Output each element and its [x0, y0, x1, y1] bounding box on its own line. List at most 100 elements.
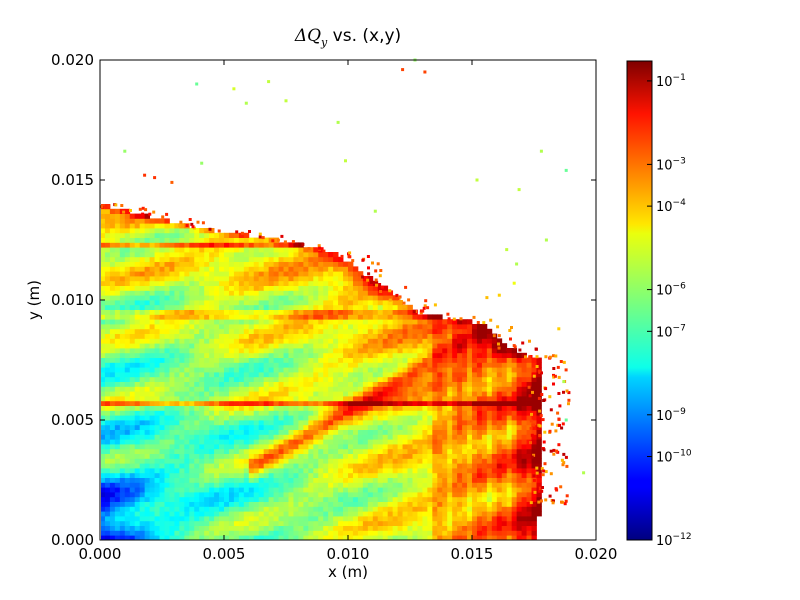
heatmap-cell — [472, 535, 478, 540]
heatmap-cell — [139, 237, 146, 243]
heatmap-cell — [303, 415, 309, 421]
heatmap-cell — [154, 376, 160, 382]
heatmap-cell — [199, 319, 205, 325]
heatmap-cell — [174, 343, 180, 349]
heatmap-cell — [412, 453, 418, 459]
heatmap-cell — [189, 324, 195, 330]
heatmap-cell — [149, 328, 155, 334]
heatmap-cell — [288, 396, 294, 402]
heatmap-cell — [422, 463, 428, 469]
heatmap-cell — [402, 535, 408, 540]
heatmap-cell — [313, 338, 319, 344]
heatmap-cell — [397, 458, 403, 464]
heatmap-cell — [422, 511, 428, 517]
heatmap-cell — [293, 276, 299, 282]
heatmap-cell — [293, 424, 299, 430]
heatmap-cell — [526, 520, 532, 526]
heatmap-cell — [283, 530, 289, 536]
heatmap-cell — [273, 496, 279, 502]
heatmap-cell — [352, 295, 359, 301]
heatmap-cell — [496, 352, 503, 358]
heatmap-cell — [437, 535, 443, 540]
heatmap-cell — [278, 324, 284, 330]
heatmap-cell — [283, 367, 289, 373]
heatmap-cell — [209, 280, 215, 286]
heatmap-cell — [189, 362, 195, 368]
heatmap-cell — [164, 232, 170, 238]
heatmap-cell — [491, 444, 498, 450]
heatmap-cell — [442, 391, 448, 397]
heatmap-cell — [233, 453, 240, 459]
heatmap-cell — [422, 444, 428, 450]
heatmap-cell — [362, 276, 369, 282]
heatmap-cell — [199, 396, 205, 402]
heatmap-cell — [452, 448, 458, 454]
heatmap-cell — [233, 434, 240, 440]
heatmap-cell — [228, 381, 235, 387]
heatmap-cell — [437, 477, 443, 483]
heatmap-cell — [308, 535, 314, 540]
heatmap-cell — [457, 400, 463, 406]
heatmap-cell — [491, 386, 498, 392]
heatmap-cell — [194, 362, 200, 368]
heatmap-cell — [412, 444, 418, 450]
heatmap-cell — [313, 362, 319, 368]
heatmap-cell — [387, 314, 394, 320]
heatmap-cell — [194, 410, 200, 416]
heatmap-cell — [184, 424, 190, 430]
heatmap-cell — [323, 266, 329, 272]
heatmap-cell — [501, 405, 508, 411]
heatmap-cell — [228, 256, 235, 262]
heatmap-cell — [184, 295, 190, 301]
heatmap-cell — [412, 352, 418, 358]
heatmap-cell — [387, 367, 394, 373]
heatmap-cell — [114, 367, 121, 373]
heatmap-cell — [422, 391, 428, 397]
heatmap-cell — [372, 376, 379, 382]
heatmap-cell — [417, 338, 423, 344]
heatmap-cell — [536, 453, 542, 459]
heatmap-cell — [149, 525, 155, 531]
heatmap-cell — [238, 400, 245, 406]
heatmap-cell — [179, 511, 185, 517]
heatmap-cell — [263, 280, 270, 286]
heatmap-cell — [179, 314, 185, 320]
heatmap-cell — [348, 300, 354, 306]
heatmap-cell — [323, 516, 329, 522]
heatmap-cell — [392, 458, 398, 464]
heatmap-cell — [159, 511, 165, 517]
heatmap-cell — [526, 516, 532, 522]
heatmap-cell — [179, 487, 185, 493]
heatmap-cell — [114, 228, 121, 234]
heatmap-cell — [397, 429, 403, 435]
heatmap-cell — [427, 386, 433, 392]
heatmap-cell — [536, 386, 542, 392]
heatmap-cell — [457, 439, 463, 445]
heatmap-cell — [189, 420, 195, 426]
heatmap-cell — [402, 386, 408, 392]
heatmap-cell — [536, 472, 542, 478]
heatmap-cell — [338, 357, 344, 363]
heatmap-cell — [521, 530, 527, 536]
heatmap-cell — [501, 424, 508, 430]
heatmap-cell — [293, 261, 299, 267]
heatmap-cell — [174, 348, 180, 354]
heatmap-cell — [204, 482, 210, 488]
heatmap-cell — [313, 511, 319, 517]
heatmap-cell — [169, 280, 175, 286]
heatmap-cell — [531, 362, 537, 368]
heatmap-cell — [362, 434, 369, 440]
heatmap-cell — [174, 290, 180, 296]
heatmap-cell — [452, 472, 458, 478]
heatmap-cell — [248, 276, 255, 282]
heatmap-cell — [233, 352, 240, 358]
heatmap-cell — [134, 261, 141, 267]
heatmap-cell — [422, 434, 428, 440]
heatmap-cell — [516, 516, 522, 522]
heatmap-cell — [442, 482, 448, 488]
heatmap-cell — [228, 506, 235, 512]
heatmap-cell — [209, 266, 215, 272]
heatmap-cell — [462, 482, 468, 488]
heatmap-cell — [189, 319, 195, 325]
heatmap-cell — [407, 319, 413, 325]
